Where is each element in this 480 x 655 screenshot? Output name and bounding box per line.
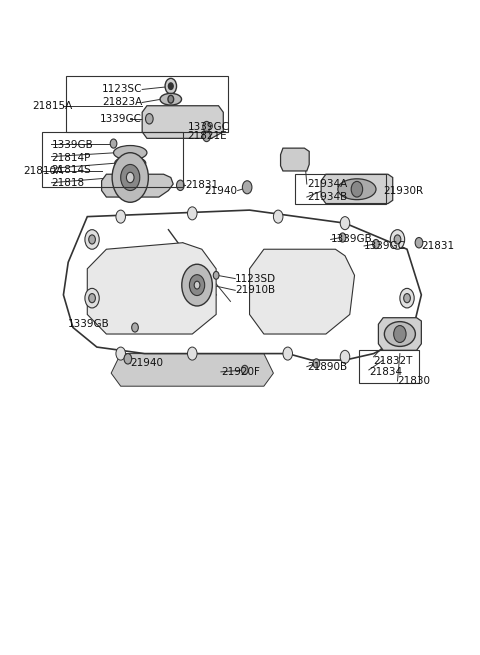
Circle shape	[242, 181, 252, 194]
Text: 1339GC: 1339GC	[188, 122, 229, 132]
Circle shape	[165, 79, 177, 94]
Circle shape	[112, 153, 148, 202]
Text: 21818: 21818	[51, 178, 84, 188]
Circle shape	[340, 350, 350, 364]
Ellipse shape	[384, 322, 415, 346]
Circle shape	[190, 274, 204, 295]
Polygon shape	[87, 243, 216, 334]
Text: 1339GB: 1339GB	[331, 234, 372, 244]
Text: 21830: 21830	[397, 376, 431, 386]
Circle shape	[203, 121, 210, 132]
Circle shape	[85, 288, 99, 308]
Circle shape	[168, 83, 173, 90]
Polygon shape	[111, 354, 274, 386]
Text: 21814P: 21814P	[51, 153, 91, 163]
Circle shape	[400, 288, 414, 308]
Circle shape	[194, 281, 200, 289]
Text: 21823A: 21823A	[102, 98, 142, 107]
Text: 21940: 21940	[204, 185, 238, 196]
Circle shape	[394, 235, 401, 244]
Circle shape	[89, 293, 96, 303]
Circle shape	[188, 347, 197, 360]
Text: 21831: 21831	[421, 241, 455, 251]
Circle shape	[203, 131, 210, 141]
Circle shape	[182, 264, 212, 306]
Text: 21834: 21834	[369, 367, 402, 377]
Circle shape	[120, 164, 140, 191]
Circle shape	[241, 365, 248, 375]
Circle shape	[415, 238, 423, 248]
Circle shape	[116, 210, 125, 223]
Text: 1123SC: 1123SC	[102, 84, 142, 94]
Ellipse shape	[338, 179, 376, 200]
Circle shape	[132, 323, 138, 332]
Text: 21920F: 21920F	[221, 367, 260, 377]
Text: 1123SD: 1123SD	[235, 274, 276, 284]
Circle shape	[177, 180, 184, 191]
Text: 21940: 21940	[130, 358, 163, 368]
Circle shape	[372, 240, 379, 249]
Circle shape	[313, 359, 320, 368]
Text: 1339GC: 1339GC	[364, 241, 406, 251]
Circle shape	[390, 230, 405, 250]
Polygon shape	[102, 174, 173, 197]
Polygon shape	[321, 174, 393, 204]
Text: 1339GB: 1339GB	[51, 140, 93, 150]
Circle shape	[124, 354, 132, 364]
Circle shape	[404, 293, 410, 303]
Text: 21930R: 21930R	[383, 185, 423, 196]
Text: 21815A: 21815A	[33, 101, 72, 111]
Circle shape	[85, 230, 99, 250]
Circle shape	[145, 113, 153, 124]
Polygon shape	[281, 148, 309, 171]
Circle shape	[126, 172, 134, 183]
Text: 21934A: 21934A	[307, 179, 347, 189]
Text: 21890B: 21890B	[307, 362, 347, 371]
Text: 21910B: 21910B	[235, 286, 276, 295]
Text: 1339GC: 1339GC	[100, 114, 142, 124]
Ellipse shape	[114, 145, 147, 160]
Text: 21821E: 21821E	[188, 132, 227, 141]
Circle shape	[394, 326, 406, 343]
Text: 21810A: 21810A	[23, 166, 63, 176]
Ellipse shape	[160, 94, 181, 105]
Circle shape	[188, 207, 197, 220]
Polygon shape	[142, 105, 223, 138]
Text: 21831: 21831	[185, 180, 218, 191]
Circle shape	[213, 271, 219, 279]
Text: 21814S: 21814S	[51, 164, 91, 175]
Text: 21934B: 21934B	[307, 192, 347, 202]
Circle shape	[116, 347, 125, 360]
Circle shape	[283, 347, 292, 360]
Circle shape	[274, 210, 283, 223]
Circle shape	[340, 217, 350, 230]
Polygon shape	[250, 250, 355, 334]
Circle shape	[168, 96, 174, 103]
Circle shape	[351, 181, 363, 197]
Circle shape	[89, 235, 96, 244]
Polygon shape	[378, 318, 421, 350]
Ellipse shape	[115, 157, 146, 170]
Text: 1339GB: 1339GB	[68, 319, 110, 329]
Circle shape	[339, 233, 346, 242]
Circle shape	[110, 139, 117, 148]
Text: 21832T: 21832T	[373, 356, 413, 366]
